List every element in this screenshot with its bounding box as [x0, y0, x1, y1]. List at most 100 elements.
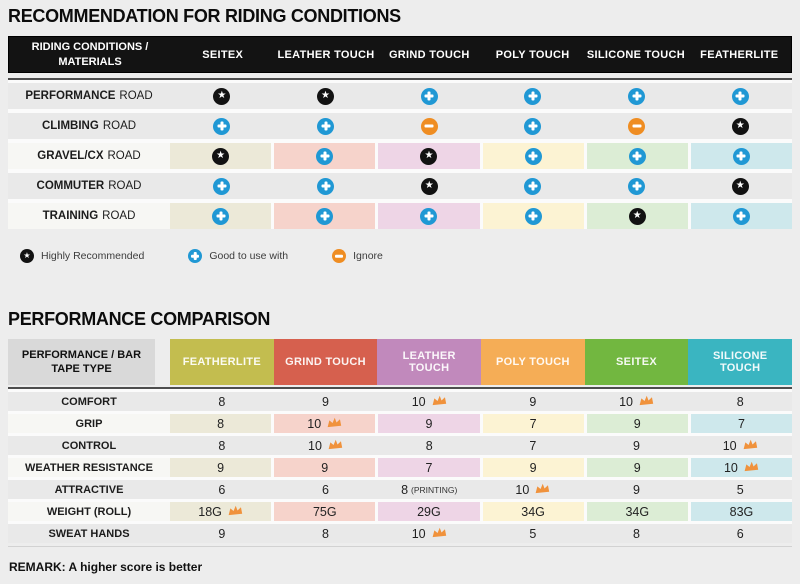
plus-icon: [188, 249, 203, 263]
recommendation-legend: ★ Highly Recommended Good to use with Ignor…: [20, 249, 792, 263]
score-cell: 10: [271, 414, 376, 433]
recommendation-cell: ★: [688, 113, 792, 139]
score-cell: 9: [479, 458, 584, 477]
star-icon: ★: [731, 177, 749, 195]
plus-icon: [317, 117, 334, 135]
recommendation-cell: [687, 143, 793, 169]
plus-icon: [524, 87, 542, 105]
star-icon: ★: [317, 87, 334, 105]
score-value: 10: [619, 394, 633, 409]
score-cell: 9: [375, 414, 480, 433]
row-label: GRAVEL/CX ROAD: [8, 143, 170, 169]
score-value: 10: [722, 438, 737, 453]
minus-icon: [420, 117, 438, 135]
score-value: 34G: [521, 504, 545, 519]
plus-icon: [628, 177, 646, 195]
table-row-weight-roll: WEIGHT (ROLL) 18G 75G 29G 34G 34G 83G: [8, 502, 793, 521]
crown-icon: [228, 504, 244, 519]
score-cell: 29G: [375, 502, 480, 521]
score-cell: 9: [271, 458, 376, 477]
score-value: 83G: [729, 504, 754, 519]
plus-icon: [213, 177, 231, 195]
star-icon: ★: [213, 87, 231, 105]
column-header-leather-touch: LEATHER TOUCH: [277, 48, 375, 61]
star-icon: ★: [731, 117, 749, 135]
plus-icon: [420, 87, 438, 105]
score-value: 9: [633, 438, 640, 453]
recommendation-cell: [585, 173, 689, 199]
score-cell: 7: [481, 436, 585, 455]
legend-label: Highly Recommended: [41, 250, 145, 262]
score-value: 8: [425, 438, 433, 453]
plus-icon: [524, 117, 542, 135]
column-header-seitex: SEITEX: [584, 339, 689, 385]
recommendation-column-headers: SEITEX LEATHER TOUCH GRIND TOUCH POLY TOUCH…: [171, 49, 791, 61]
plus-icon: [316, 207, 334, 225]
column-header-featherlite: FEATHERLITE: [170, 339, 274, 385]
performance-table-header: PERFORMANCE / BAR TAPE TYPE FEATHERLITE G…: [8, 339, 793, 385]
recommendation-cell: [481, 173, 585, 199]
score-cell: 10: [274, 436, 378, 455]
score-value: 10: [411, 526, 426, 541]
header-divider: [8, 387, 792, 389]
crown-icon: [742, 438, 758, 453]
score-value: 8: [322, 526, 329, 541]
performance-column-headers: FEATHERLITE GRIND TOUCH LEATHER TOUCH POLY …: [170, 339, 793, 385]
column-header-silicone-touch: SILICONE TOUCH: [586, 48, 686, 61]
score-cell: 9: [274, 392, 378, 411]
score-value: 9: [321, 460, 329, 475]
score-cell: 7: [687, 414, 793, 433]
score-value: 9: [633, 460, 641, 475]
score-value: 7: [425, 460, 433, 475]
row-label: COMMUTER ROAD: [36, 180, 142, 192]
table-row-attractive: ATTRACTIVE 6 6 8 (PRINTING) 10 9 5: [8, 480, 792, 499]
score-cell: 9: [170, 524, 274, 543]
score-cell: 7: [375, 458, 480, 477]
score-cell: 9: [585, 480, 689, 499]
plus-icon: [524, 147, 542, 165]
header-divider: [8, 78, 792, 80]
star-icon: ★: [420, 177, 438, 195]
table-row-grip: GRIP 8 10 9 7 9 7: [8, 414, 793, 433]
score-value: 9: [529, 394, 537, 409]
score-cell: 9: [481, 392, 585, 411]
score-cell: 8 (PRINTING): [377, 480, 481, 499]
recommendation-cell: [170, 113, 274, 139]
table-row-sweat-hands: SWEAT HANDS 9 8 10 5 8 6: [8, 524, 792, 543]
crown-icon: [328, 438, 344, 453]
remark-text: REMARK: A higher score is better: [9, 560, 203, 574]
column-header-poly-touch: POLY TOUCH: [495, 48, 570, 61]
table-row-commuter: COMMUTER ROAD ★ ★: [8, 173, 792, 199]
table-row-comfort: COMFORT 8 9 10 9 10 8: [8, 392, 792, 411]
recommendation-cell: [377, 83, 481, 109]
recommendation-cell: [271, 143, 376, 169]
score-cell: 10: [688, 436, 792, 455]
recommendation-cell: ★: [688, 173, 792, 199]
score-cell: 9: [170, 458, 272, 477]
recommendation-cell: [583, 143, 688, 169]
recommendation-cell: ★: [170, 143, 272, 169]
recommendation-cell: ★: [583, 203, 688, 229]
legend-item-ignore: Ignore: [332, 249, 383, 263]
score-cell: 9: [585, 436, 689, 455]
plus-icon: [628, 87, 646, 105]
score-cell: 8: [377, 436, 481, 455]
score-cell: 10: [377, 392, 481, 411]
star-icon: ★: [20, 249, 34, 263]
score-value: 9: [218, 526, 226, 541]
row-label: CLIMBING ROAD: [41, 120, 137, 132]
score-value: 6: [218, 482, 226, 497]
score-value: 7: [529, 416, 537, 431]
recommendation-cell: [481, 83, 585, 109]
score-value: 10: [723, 460, 738, 475]
score-cell: 34G: [583, 502, 688, 521]
score-value: 5: [529, 526, 537, 541]
recommendation-table-body: PERFORMANCE ROAD ★ ★ CLIMBING ROAD ★ GRAVEL/CX R…: [8, 80, 793, 229]
score-cell: 7: [479, 414, 584, 433]
plus-icon: [524, 207, 542, 225]
recommendation-cell: [585, 113, 689, 139]
score-value: 34G: [625, 504, 650, 519]
table-row-control: CONTROL 8 10 8 7 9 10: [8, 436, 792, 455]
score-value: 9: [217, 460, 225, 475]
score-value: 9: [425, 416, 433, 431]
